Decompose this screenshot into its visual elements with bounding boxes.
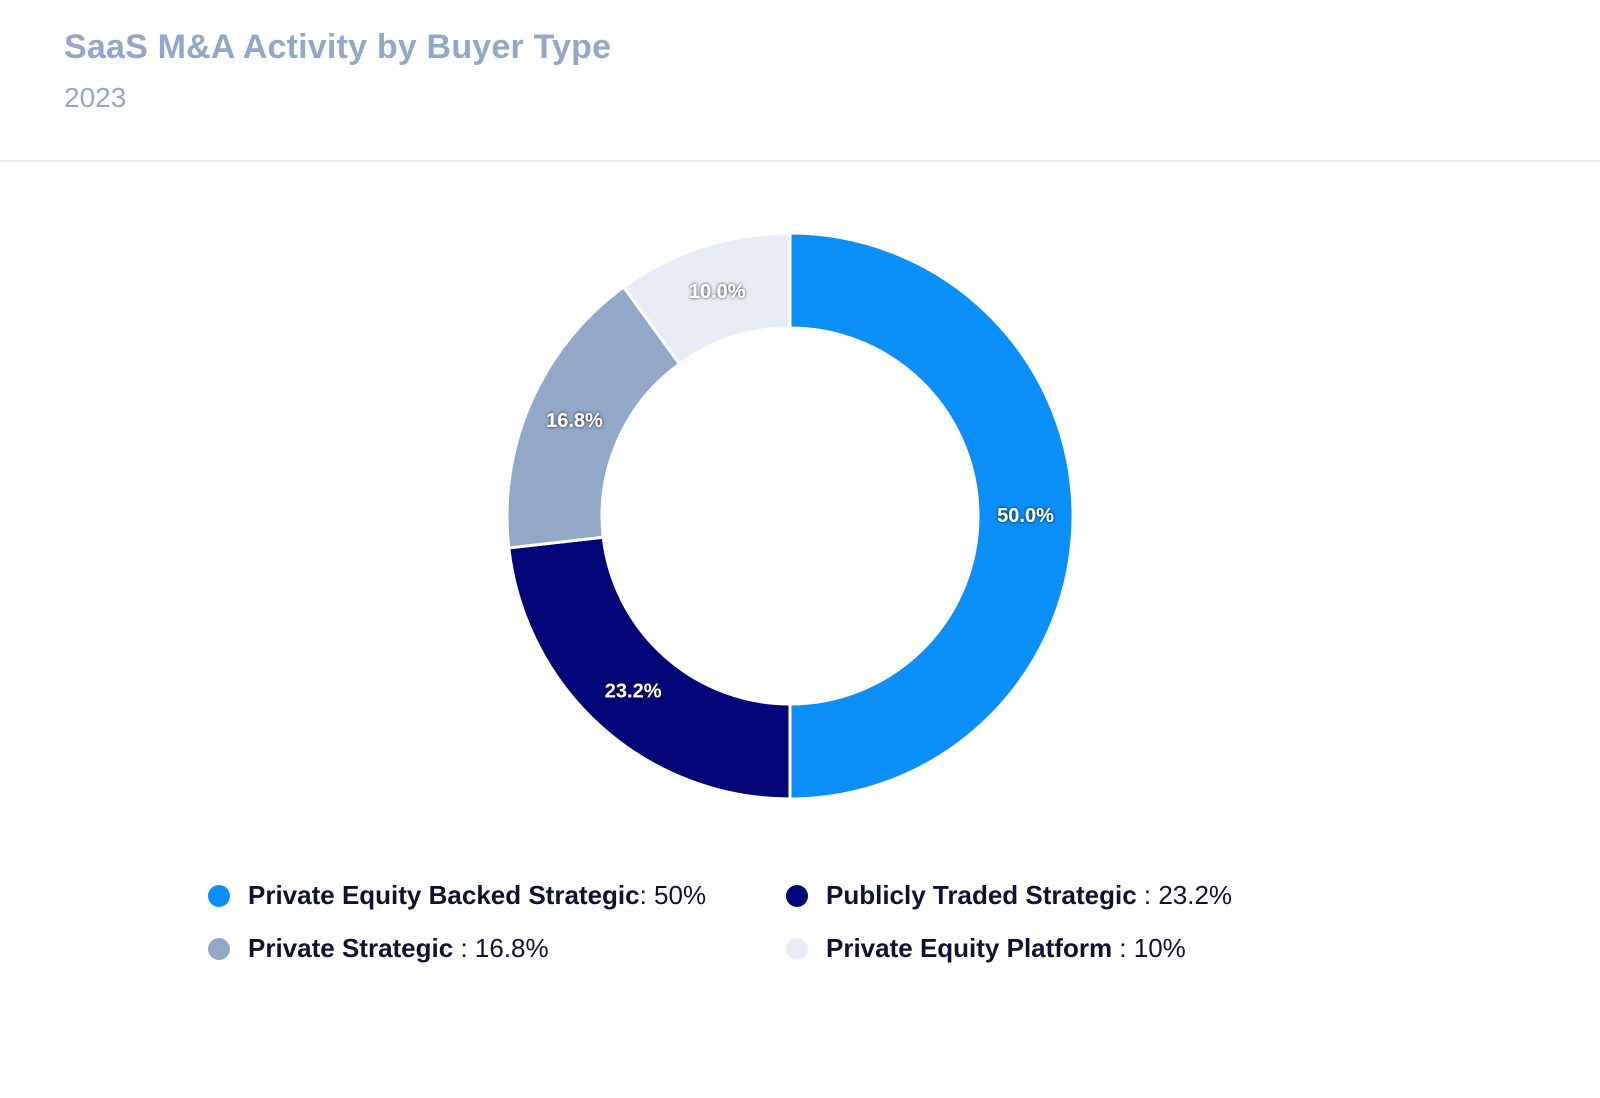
slice-data-label-0: 50.0% (997, 505, 1054, 527)
slice-data-label-1: 23.2% (605, 681, 662, 703)
legend-value: : 10% (1112, 933, 1186, 963)
legend-value: : 23.2% (1136, 880, 1233, 910)
donut-slice-0[interactable] (788, 231, 1075, 801)
legend-swatch-icon (786, 937, 808, 960)
legend-label: Publicly Traded Strategic (826, 880, 1137, 910)
donut-slice-1[interactable] (507, 535, 792, 801)
chart-title: SaaS M&A Activity by Buyer Type (64, 28, 612, 66)
legend-item-2[interactable]: Private Strategic : 16.8% (208, 933, 549, 964)
donut-slice-3[interactable] (621, 231, 792, 366)
chart-subtitle: 2023 (64, 82, 127, 113)
slice-data-label-3: 10.0% (689, 281, 746, 303)
legend-item-1[interactable]: Publicly Traded Strategic : 23.2% (786, 880, 1232, 911)
legend-item-0[interactable]: Private Equity Backed Strategic: 50% (208, 880, 706, 911)
legend-label: Private Strategic (248, 933, 454, 963)
legend-item-3[interactable]: Private Equity Platform : 10% (786, 933, 1186, 964)
legend-swatch-icon (786, 884, 808, 907)
legend-label: Private Equity Backed Strategic (248, 880, 640, 910)
legend-label: Private Equity Platform (826, 933, 1113, 963)
legend-value: : 16.8% (453, 933, 549, 963)
legend-swatch-icon (208, 884, 230, 907)
slice-data-label-2: 16.8% (546, 410, 603, 432)
legend-swatch-icon (208, 937, 230, 960)
legend-value: : 50% (639, 880, 707, 910)
chart-header: SaaS M&A Activity by Buyer Type 2023 (0, 0, 1600, 162)
donut-chart: 50.0% 23.2% 16.8% 10.0% (505, 231, 1075, 801)
